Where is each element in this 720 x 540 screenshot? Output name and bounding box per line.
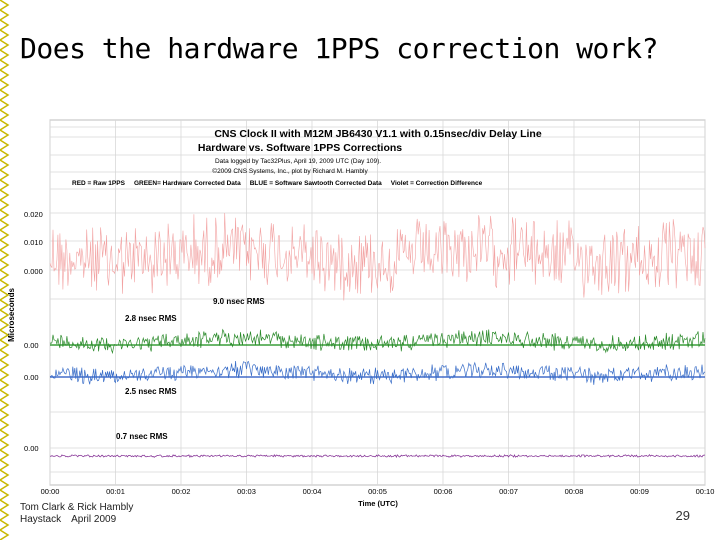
- footer-place: Haystack: [20, 514, 62, 525]
- y-tick-label: 0.00: [24, 341, 39, 350]
- zigzag-segment: [0, 499, 10, 511]
- zigzag-pattern: [0, 0, 10, 540]
- zigzag-segment: [0, 509, 10, 521]
- x-tick-label: 00:04: [303, 487, 322, 496]
- zigzag-segment: [0, 419, 10, 431]
- x-tick-labels: 00:00 00:01 00:02 00:03 00:04 00:05 00:06 00:07…: [41, 487, 715, 496]
- zigzag-segment: [0, 239, 10, 251]
- zigzag-segment: [0, 119, 10, 131]
- y-tick-label: 0.010: [24, 238, 43, 247]
- zigzag-segment: [0, 379, 10, 391]
- y-tick-label: 0.00: [24, 373, 39, 382]
- zigzag-segment: [0, 349, 10, 361]
- zigzag-segment: [0, 149, 10, 161]
- zigzag-segment: [0, 89, 10, 101]
- footer-date: April 2009: [71, 514, 117, 525]
- series-line-raw-1pps: [49, 212, 706, 301]
- zigzag-segment: [0, 459, 10, 471]
- series-line-software-corrected: [49, 360, 706, 385]
- y-axis-label: Microseconds: [7, 288, 16, 342]
- chart-title-line-1: CNS Clock II with M12M JB6430 V1.1 with …: [214, 128, 542, 140]
- x-tick-label: 00:07: [499, 487, 518, 496]
- zigzag-segment: [0, 299, 10, 311]
- zigzag-segment: [0, 439, 10, 451]
- zigzag-segment: [0, 479, 10, 491]
- zigzag-segment: [0, 399, 10, 411]
- zigzag-segment: [0, 109, 10, 121]
- zigzag-segment: [0, 9, 10, 21]
- x-tick-label: 00:00: [41, 487, 60, 496]
- zigzag-segment: [0, 229, 10, 241]
- zigzag-segment: [0, 309, 10, 321]
- zigzag-segment: [0, 529, 10, 540]
- zigzag-segment: [0, 319, 10, 331]
- footer-venue: Haystack April 2009: [20, 514, 133, 526]
- x-tick-label: 00:06: [434, 487, 453, 496]
- zigzag-segment: [0, 99, 10, 111]
- y-tick-label: 0.020: [24, 210, 43, 219]
- zigzag-segment: [0, 39, 10, 51]
- x-tick-label: 00:10: [696, 487, 715, 496]
- chart-subtitle-line-1: Data logged by Tac32Plus, April 19, 2009…: [215, 158, 381, 165]
- zigzag-segment: [0, 169, 10, 181]
- rms-annotation-violet: 0.7 nsec RMS: [116, 432, 168, 441]
- zigzag-segment: [0, 199, 10, 211]
- series-layer: [49, 212, 706, 459]
- zigzag-segment: [0, 139, 10, 151]
- x-axis-label: Time (UTC): [358, 499, 398, 508]
- zigzag-segment: [0, 69, 10, 81]
- zigzag-segment: [0, 29, 10, 41]
- footer-author: Tom Clark & Rick Hambly: [20, 502, 134, 513]
- zigzag-segment: [0, 49, 10, 61]
- zigzag-segment: [0, 249, 10, 261]
- zigzag-segment: [0, 289, 10, 301]
- x-tick-label: 00:09: [630, 487, 649, 496]
- zigzag-segment: [0, 519, 10, 531]
- zigzag-segment: [0, 0, 10, 11]
- x-tick-label: 00:01: [106, 487, 125, 496]
- chart-legend-line: RED = Raw 1PPS GREEN= Hardware Corrected…: [72, 180, 483, 187]
- chart-subtitle-line-2: ©2009 CNS Systems, Inc., plot by Richard…: [212, 167, 368, 175]
- zigzag-segment: [0, 449, 10, 461]
- zigzag-segment: [0, 129, 10, 141]
- zigzag-segment: [0, 469, 10, 481]
- zigzag-segment: [0, 389, 10, 401]
- zigzag-segment: [0, 369, 10, 381]
- zigzag-segment: [0, 489, 10, 501]
- zigzag-segment: [0, 329, 10, 341]
- rms-annotation-red: 9.0 nsec RMS: [213, 297, 265, 306]
- zigzag-segment: [0, 209, 10, 221]
- y-tick-label: 0.000: [24, 267, 43, 276]
- x-tick-label: 00:03: [237, 487, 256, 496]
- zigzag-segment: [0, 429, 10, 441]
- zigzag-segment: [0, 339, 10, 351]
- zigzag-segment: [0, 19, 10, 31]
- rms-annotation-blue: 2.5 nsec RMS: [125, 387, 177, 396]
- chart-title-line-2: Hardware vs. Software 1PPS Corrections: [198, 142, 402, 154]
- zigzag-segment: [0, 219, 10, 231]
- page-number: 29: [675, 508, 690, 523]
- zigzag-segment: [0, 259, 10, 271]
- zigzag-segment: [0, 359, 10, 371]
- zigzag-segment: [0, 279, 10, 291]
- zigzag-segment: [0, 409, 10, 421]
- x-tick-label: 00:08: [565, 487, 584, 496]
- zigzag-segment: [0, 59, 10, 71]
- x-tick-label: 00:02: [172, 487, 191, 496]
- zigzag-segment: [0, 269, 10, 281]
- zigzag-segment: [0, 159, 10, 171]
- rms-annotation-green: 2.8 nsec RMS: [125, 314, 177, 323]
- zigzag-border: [0, 0, 10, 540]
- footer-credit: Tom Clark & Rick Hambly Haystack April 2…: [20, 502, 133, 526]
- chart: CNS Clock II with M12M JB6430 V1.1 with …: [7, 119, 715, 508]
- x-tick-label: 00:05: [368, 487, 387, 496]
- slide-title: Does the hardware 1PPS correction work?: [20, 32, 658, 65]
- series-line-correction-difference: [49, 453, 706, 459]
- y-tick-label: 0.00: [24, 444, 39, 453]
- zigzag-segment: [0, 79, 10, 91]
- zigzag-segment: [0, 189, 10, 201]
- series-line-hardware-corrected: [49, 328, 706, 355]
- zigzag-segment: [0, 179, 10, 191]
